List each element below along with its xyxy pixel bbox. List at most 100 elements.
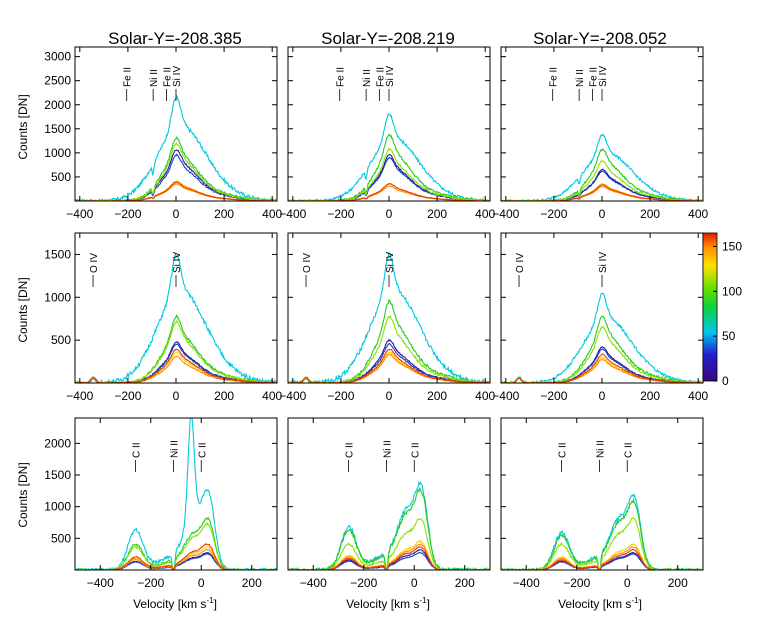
x-tick-label: 400 <box>475 207 495 221</box>
spectrum-line <box>288 298 490 383</box>
panel-r2-c1: −400 −200 0 200 400 500 1000 1500 O IV Si IV <box>44 232 283 403</box>
y-tick-label: 2500 <box>44 74 71 88</box>
spectrum-line <box>75 252 277 383</box>
x-tick-label: −200 <box>327 389 354 403</box>
spectrum-line <box>501 315 703 383</box>
line-id-label: C II <box>197 442 208 458</box>
x-tick-label: 400 <box>475 389 495 403</box>
line-id-label: Si IV <box>172 66 183 87</box>
line-id-label: Ni II <box>595 440 606 458</box>
y-tick-label: 1500 <box>44 247 71 261</box>
y-tick-label: 1500 <box>44 122 71 136</box>
x-tick-label: 400 <box>688 207 708 221</box>
x-tick-label: 200 <box>214 389 234 403</box>
colorbar-tick-label: 50 <box>722 329 736 343</box>
y-axis-label-row3: Counts [DN] <box>16 462 30 527</box>
column-title-3: Solar-Y=-208.052 <box>533 29 667 48</box>
x-axis-label-col2: Velocity [km s-1] <box>346 596 430 611</box>
spectrum-line <box>75 142 277 201</box>
spectrum-line <box>75 418 277 570</box>
x-tick-label: −400 <box>513 576 540 590</box>
x-tick-label: 200 <box>640 389 660 403</box>
x-tick-label: −400 <box>87 576 114 590</box>
colorbar: 0 50 100 150 <box>702 232 742 388</box>
x-tick-label: 0 <box>411 576 418 590</box>
line-id-label: Ni II <box>149 69 160 87</box>
spectrum-line <box>75 521 277 570</box>
spectrum-line <box>288 487 490 570</box>
x-tick-label: 0 <box>624 576 631 590</box>
line-id-label: Fe II <box>123 67 134 87</box>
x-tick-label: 0 <box>198 576 205 590</box>
spectrum-line <box>75 149 277 201</box>
spectrum-line <box>501 353 703 383</box>
line-id-label: Si IV <box>385 66 396 87</box>
line-id-label: Fe II <box>375 67 386 87</box>
y-tick-label: 1000 <box>44 146 71 160</box>
x-tick-label: 0 <box>173 207 180 221</box>
colorbar-tick-label: 100 <box>722 284 742 298</box>
line-id-label: O IV <box>302 253 313 273</box>
x-axis-label-col1: Velocity [km s-1] <box>133 596 217 611</box>
y-tick-label: 500 <box>51 170 71 184</box>
panel-r3-c3: −400 −200 0 200 C II Ni II C II <box>500 417 704 590</box>
colorbar-tick-label: 0 <box>722 374 729 388</box>
spectrum-line <box>288 348 490 383</box>
x-tick-label: 0 <box>599 389 606 403</box>
panel-r3-c1: −400 −200 0 200 500 1000 1500 2000 C II Ni II C II <box>44 417 278 590</box>
line-id-label: O IV <box>89 253 100 273</box>
y-tick-label: 1000 <box>44 290 71 304</box>
x-tick-label: 200 <box>668 576 688 590</box>
line-id-label: Ni II <box>575 69 586 87</box>
spectrum-line <box>288 182 490 201</box>
x-tick-label: −400 <box>492 207 519 221</box>
x-tick-label: −400 <box>66 389 93 403</box>
x-tick-label: 0 <box>599 207 606 221</box>
spectrum-line <box>75 136 277 201</box>
x-tick-label: 0 <box>173 389 180 403</box>
spectrum-line <box>501 160 703 201</box>
colorbar-tick-label: 150 <box>722 239 742 253</box>
x-tick-label: 400 <box>688 389 708 403</box>
line-id-label: Fe II <box>162 67 173 87</box>
spectrum-line <box>501 184 703 201</box>
spectrum-line <box>75 319 277 383</box>
line-id-label: Ni II <box>362 69 373 87</box>
y-axis-label-row1: Counts [DN] <box>16 94 30 159</box>
y-tick-label: 500 <box>51 531 71 545</box>
x-tick-label: 200 <box>455 576 475 590</box>
x-tick-label: −400 <box>300 576 327 590</box>
x-tick-label: −200 <box>114 207 141 221</box>
spectrum-line <box>75 153 277 201</box>
panel-r2-c3: −400 −200 0 200 400 O IV Si IV <box>492 232 709 403</box>
y-tick-label: 2000 <box>44 436 71 450</box>
line-id-label: C II <box>623 442 634 458</box>
x-tick-label: 200 <box>242 576 262 590</box>
line-id-label: Ni II <box>382 440 393 458</box>
line-id-label: Fe II <box>588 67 599 87</box>
line-id-label: Ni II <box>169 440 180 458</box>
spectrum-line <box>288 157 490 201</box>
x-tick-label: −200 <box>540 207 567 221</box>
y-tick-label: 500 <box>51 333 71 347</box>
spectrum-line <box>75 94 277 201</box>
panel-r1-c1: −400 −200 0 200 400 500 1000 1500 2000 2500 3000 Fe… <box>44 46 283 221</box>
x-tick-label: 200 <box>214 207 234 221</box>
line-id-label: Si IV <box>598 252 609 273</box>
x-tick-label: 400 <box>262 207 282 221</box>
spectrum-line <box>501 148 703 201</box>
y-tick-label: 3000 <box>44 50 71 64</box>
x-tick-label: −200 <box>327 207 354 221</box>
x-tick-label: 200 <box>427 389 447 403</box>
x-tick-label: −200 <box>540 389 567 403</box>
x-tick-label: −400 <box>492 389 519 403</box>
x-tick-label: 200 <box>640 207 660 221</box>
spectrum-line <box>501 548 703 570</box>
spectrum-line <box>501 325 703 383</box>
line-id-label: C II <box>345 442 356 458</box>
x-tick-label: −200 <box>563 576 590 590</box>
column-title-1: Solar-Y=-208.385 <box>108 29 242 48</box>
x-tick-label: −400 <box>279 389 306 403</box>
